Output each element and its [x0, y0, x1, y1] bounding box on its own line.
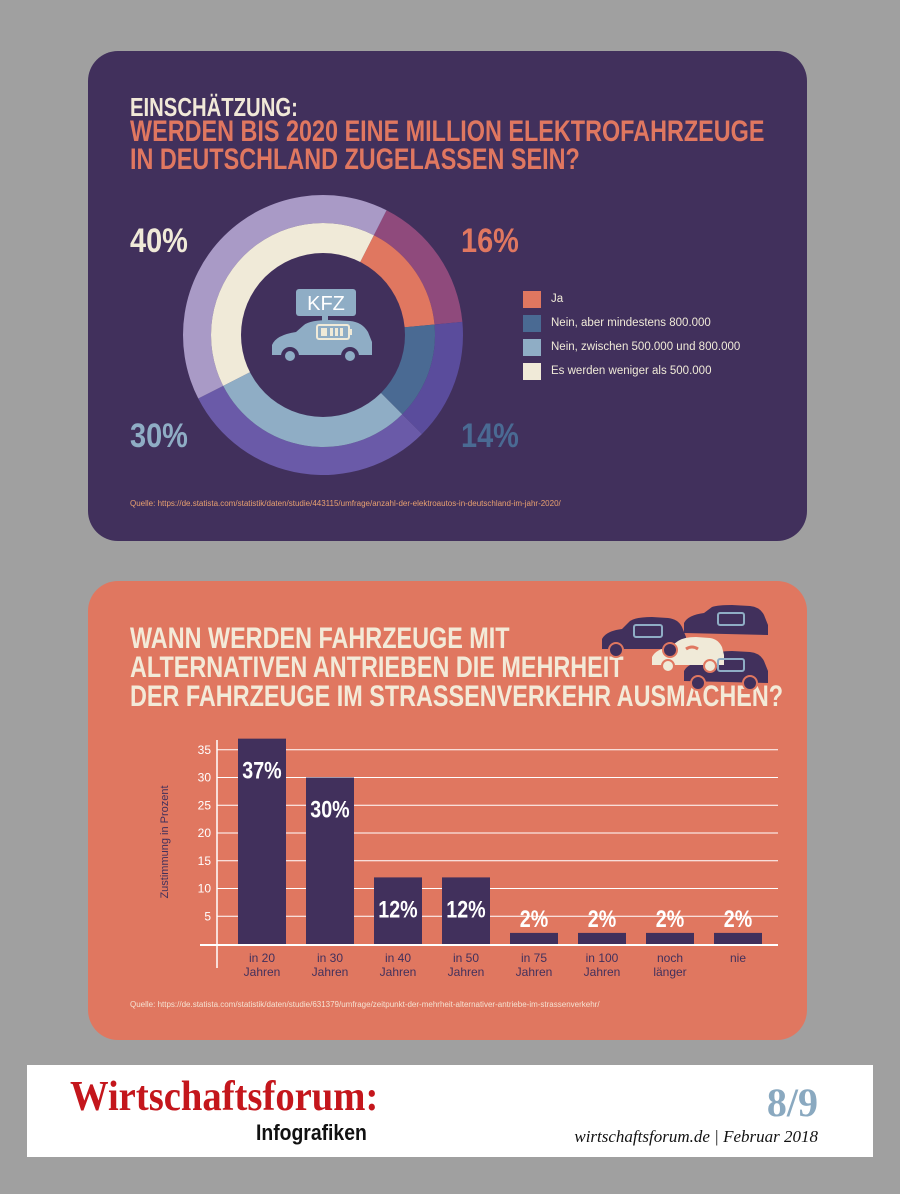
- bar: [646, 932, 694, 944]
- bar-value-label: 12%: [378, 896, 417, 923]
- x-tick-label: noch: [657, 951, 683, 965]
- electric-car-icon: [272, 289, 372, 365]
- x-tick-label: Jahren: [380, 965, 417, 979]
- slice-800k-ring: [402, 321, 463, 434]
- bar-title-line2: alternativen Antrieben die Mehrheit: [130, 651, 624, 684]
- bar-value-label: 30%: [310, 796, 349, 823]
- pie-source: Quelle: https://de.statista.com/statisti…: [130, 499, 561, 508]
- bar-value-label: 2%: [656, 905, 684, 932]
- pct-ja: 16%: [461, 222, 519, 260]
- x-tick-label: Jahren: [516, 965, 553, 979]
- pie-kicker: Einschätzung:: [130, 92, 298, 122]
- legend-swatch: [523, 362, 541, 380]
- bar-source: Quelle: https://de.statista.com/statisti…: [130, 1000, 600, 1009]
- slice-less-500k-ring: [183, 195, 387, 399]
- x-tick-label: in 50: [453, 951, 479, 965]
- donut-chart: KFZ: [183, 195, 463, 475]
- y-axis-label: Zustimmung in Prozent: [159, 785, 171, 898]
- bar-value-label: 12%: [446, 896, 485, 923]
- legend-item-800k: Nein, aber mindestens 800.000: [523, 311, 740, 335]
- brand-subtitle: Infografiken: [256, 1120, 367, 1145]
- y-tick-label: 15: [198, 854, 212, 868]
- legend-label: Es werden weniger als 500.000: [551, 365, 712, 377]
- x-tick-label: in 100: [586, 951, 619, 965]
- bar-value-label: 2%: [588, 905, 616, 932]
- cars-illustration: [602, 605, 768, 691]
- x-tick-label: in 75: [521, 951, 547, 965]
- legend-label: Ja: [551, 293, 564, 305]
- legend-swatch: [523, 290, 541, 308]
- pct-800k: 14%: [461, 417, 519, 455]
- pie-legend: Ja Nein, aber mindestens 800.000 Nein, z…: [523, 287, 740, 383]
- bar: [510, 932, 558, 944]
- legend-item-500-800k: Nein, zwischen 500.000 und 800.000: [523, 335, 740, 359]
- slice-ja-ring: [373, 210, 463, 325]
- legend-swatch: [523, 338, 541, 356]
- pct-500-800k: 30%: [130, 417, 188, 455]
- x-tick-label: Jahren: [312, 965, 349, 979]
- page-number: 8/9: [766, 1080, 818, 1125]
- legend-swatch: [523, 314, 541, 332]
- bar: [714, 932, 762, 944]
- legend-label: Nein, zwischen 500.000 und 800.000: [551, 341, 741, 353]
- footer-banner: Wirtschaftsforum: Infografiken 8/9 wirts…: [27, 1065, 873, 1157]
- bar-title-line3: der Fahrzeuge im Strassenverkehr ausmach…: [130, 680, 784, 713]
- x-tick-label: in 20: [249, 951, 275, 965]
- bar-value-label: 2%: [520, 905, 548, 932]
- x-tick-label: Jahren: [584, 965, 621, 979]
- y-tick-label: 5: [204, 909, 211, 923]
- y-tick-label: 30: [198, 771, 212, 785]
- pie-title-line2: in Deutschland zugelassen sein?: [130, 143, 580, 176]
- x-tick-label: in 40: [385, 951, 411, 965]
- x-tick-label: Jahren: [244, 965, 281, 979]
- legend-item-ja: Ja: [523, 287, 740, 311]
- kfz-badge-label: KFZ: [307, 293, 345, 315]
- x-tick-label: nie: [730, 951, 746, 965]
- bar-value-label: 2%: [724, 905, 752, 932]
- y-tick-label: 25: [198, 798, 212, 812]
- bar: [238, 738, 286, 944]
- bar-value-label: 37%: [242, 757, 281, 784]
- pct-less-500k: 40%: [130, 222, 188, 260]
- bar: [578, 932, 626, 944]
- pie-title-line1: Werden bis 2020 eine Million Elektrofahr…: [130, 115, 765, 148]
- y-tick-label: 20: [198, 826, 212, 840]
- brand-logo: Wirtschaftsforum:: [70, 1074, 379, 1120]
- bar: [442, 877, 490, 944]
- y-tick-label: 10: [198, 882, 212, 896]
- bar-chart: 5 10 15 20 25 30 35 37% 30% 12% 12% 2% 2% 2% 2% in 20…: [159, 738, 778, 979]
- x-tick-label: Jahren: [448, 965, 485, 979]
- legend-label: Nein, aber mindestens 800.000: [551, 317, 711, 329]
- bar-title-line1: Wann werden Fahrzeuge mit: [130, 622, 510, 655]
- legend-item-less-500k: Es werden weniger als 500.000: [523, 359, 740, 383]
- bar: [306, 777, 354, 944]
- x-tick-label: länger: [653, 965, 686, 979]
- site-and-date: wirtschaftsforum.de | Februar 2018: [574, 1127, 818, 1146]
- bar: [374, 877, 422, 944]
- y-tick-label: 35: [198, 743, 212, 757]
- x-tick-label: in 30: [317, 951, 343, 965]
- slice-500-800k-ring: [198, 385, 422, 475]
